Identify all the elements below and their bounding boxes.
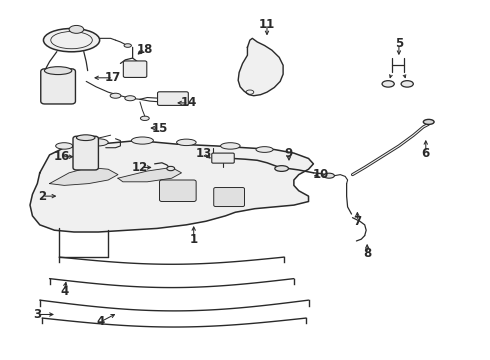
Polygon shape xyxy=(49,167,118,185)
Text: 18: 18 xyxy=(137,42,153,55)
Text: 10: 10 xyxy=(313,168,329,181)
Text: 4: 4 xyxy=(60,285,68,298)
Ellipse shape xyxy=(256,147,273,152)
Ellipse shape xyxy=(69,26,84,33)
Ellipse shape xyxy=(176,139,196,145)
FancyBboxPatch shape xyxy=(73,136,98,170)
Text: 3: 3 xyxy=(33,308,41,321)
Text: 16: 16 xyxy=(53,150,70,163)
Polygon shape xyxy=(118,167,181,182)
Text: 15: 15 xyxy=(151,122,168,135)
Ellipse shape xyxy=(76,135,95,140)
Ellipse shape xyxy=(220,143,240,149)
Ellipse shape xyxy=(167,166,174,171)
Text: 2: 2 xyxy=(38,190,46,203)
Ellipse shape xyxy=(125,96,136,101)
Ellipse shape xyxy=(324,173,334,178)
Text: 17: 17 xyxy=(105,71,121,84)
Ellipse shape xyxy=(44,28,99,52)
Text: 12: 12 xyxy=(132,161,148,174)
Polygon shape xyxy=(30,140,314,232)
Text: 8: 8 xyxy=(363,247,371,260)
Ellipse shape xyxy=(275,166,289,171)
Ellipse shape xyxy=(56,143,73,149)
FancyBboxPatch shape xyxy=(214,188,245,207)
Ellipse shape xyxy=(382,81,394,87)
Text: 11: 11 xyxy=(259,18,275,31)
FancyBboxPatch shape xyxy=(158,92,188,105)
Text: 6: 6 xyxy=(422,147,430,159)
Ellipse shape xyxy=(401,81,414,87)
Text: 13: 13 xyxy=(196,147,212,159)
Text: 14: 14 xyxy=(181,96,197,109)
Polygon shape xyxy=(238,39,283,96)
Ellipse shape xyxy=(423,120,434,125)
Text: 4: 4 xyxy=(97,315,105,328)
Text: 1: 1 xyxy=(190,233,198,246)
Text: 9: 9 xyxy=(285,147,293,159)
FancyBboxPatch shape xyxy=(212,153,234,163)
FancyBboxPatch shape xyxy=(123,61,147,77)
Ellipse shape xyxy=(89,139,108,146)
Ellipse shape xyxy=(131,137,153,144)
FancyBboxPatch shape xyxy=(41,69,75,104)
Text: 7: 7 xyxy=(353,215,362,228)
Ellipse shape xyxy=(141,116,149,121)
Ellipse shape xyxy=(45,67,72,75)
Ellipse shape xyxy=(110,93,121,98)
Text: 5: 5 xyxy=(395,37,403,50)
FancyBboxPatch shape xyxy=(159,180,196,202)
Ellipse shape xyxy=(124,44,131,47)
